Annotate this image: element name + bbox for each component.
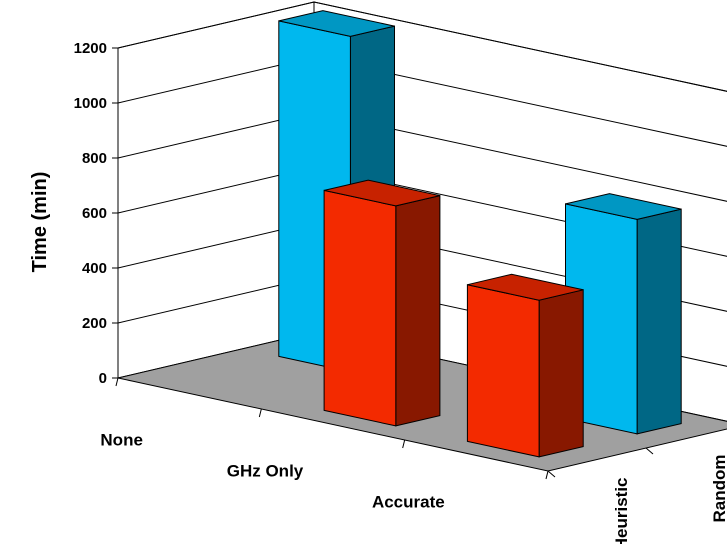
y-tick-label: 1000	[74, 95, 107, 112]
depth-tick-mark	[645, 447, 654, 455]
depth-tick-mark	[547, 470, 556, 478]
depth-series-label: Random	[710, 455, 727, 523]
gridline	[117, 1, 727, 92]
x-tick-mark	[258, 408, 262, 418]
x-category-label: Accurate	[372, 493, 445, 512]
bar	[466, 273, 584, 458]
bar-side-face	[538, 289, 584, 458]
y-tick-label: 600	[82, 205, 107, 222]
y-tick-label: 0	[99, 370, 107, 387]
bar	[323, 179, 441, 427]
bar-top-face	[467, 273, 584, 301]
bar-front-face	[323, 189, 397, 427]
x-tick-mark	[545, 470, 549, 480]
bar-top-face	[278, 10, 395, 37]
bar-front-face	[466, 284, 540, 458]
x-tick-mark	[402, 439, 406, 449]
bar-top-face	[323, 179, 441, 207]
y-tick-label: 400	[82, 260, 107, 277]
x-category-label: GHz Only	[227, 462, 304, 481]
depth-series-label: Heuristic	[612, 478, 631, 544]
y-axis-ticks: 0 200 400 600 800 1000 1200	[74, 40, 654, 480]
y-tick-label: 800	[82, 150, 107, 167]
bars	[278, 10, 682, 458]
axis-labels: Time (min) None GHz Only Accurate Heuristic…	[29, 172, 727, 544]
x-tick-mark	[115, 377, 119, 387]
bar-side-face	[395, 194, 441, 427]
y-axis-label: Time (min)	[29, 172, 51, 273]
x-category-label: None	[100, 431, 143, 450]
y-tick-label: 1200	[74, 40, 107, 57]
bar-side-face	[636, 208, 682, 435]
bar-top-face	[565, 193, 682, 220]
y-tick-label: 200	[82, 315, 107, 332]
